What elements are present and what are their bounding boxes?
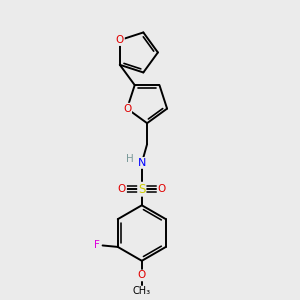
Text: O: O <box>138 270 146 280</box>
Text: N: N <box>138 158 146 168</box>
Text: S: S <box>138 183 146 196</box>
Text: F: F <box>94 241 100 250</box>
Text: H: H <box>126 154 134 164</box>
Text: O: O <box>158 184 166 194</box>
Text: O: O <box>123 103 131 114</box>
Text: O: O <box>118 184 126 194</box>
Text: O: O <box>116 35 124 45</box>
Text: CH₃: CH₃ <box>133 286 151 296</box>
